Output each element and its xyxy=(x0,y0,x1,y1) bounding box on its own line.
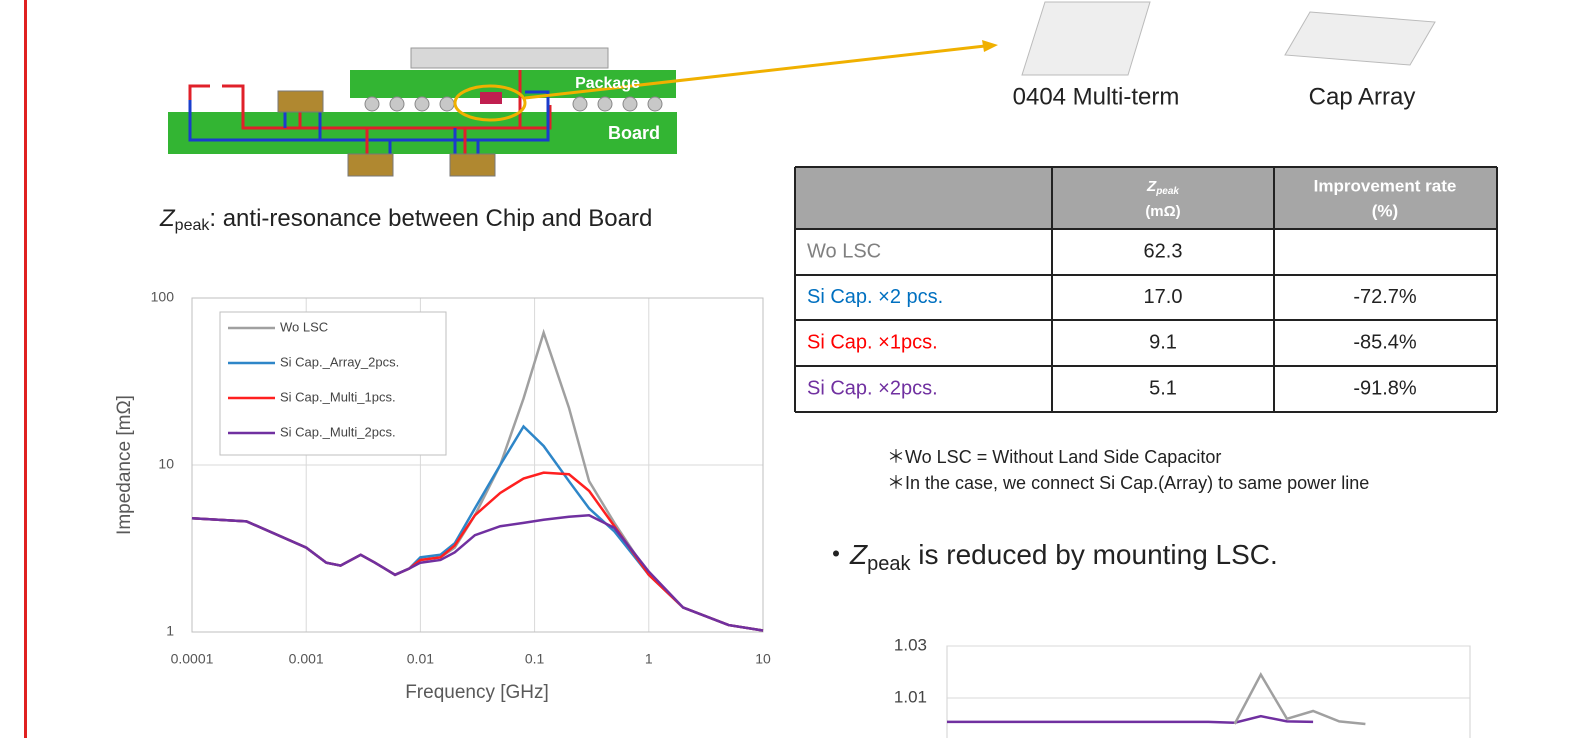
plot-frame xyxy=(947,646,1470,738)
table-header: (%) xyxy=(1372,201,1398,220)
legend-label: Wo LSC xyxy=(280,319,328,334)
cell: 5.1 xyxy=(1149,377,1177,399)
legend-label: Si Cap._Multi_1pcs. xyxy=(280,389,396,404)
row-label: Si Cap. ×2pcs. xyxy=(807,377,938,399)
legend-label: Si Cap._Multi_2pcs. xyxy=(280,424,396,439)
row-label: Si Cap. ×1pcs. xyxy=(807,331,938,353)
cell: 17.0 xyxy=(1144,286,1183,308)
part-label: Cap Array xyxy=(1309,83,1416,110)
series-line xyxy=(947,716,1313,723)
x-tick-label: 0.0001 xyxy=(171,651,214,667)
y-tick-label: 100 xyxy=(151,289,175,305)
note: ＊In the case, we connect Si Cap.(Array) … xyxy=(887,473,1369,493)
row-label: Si Cap. ×2 pcs. xyxy=(807,286,943,308)
cell: 62.3 xyxy=(1144,240,1183,262)
table-header: Improvement rate xyxy=(1314,176,1457,195)
package-label: Package xyxy=(575,75,640,92)
x-tick-label: 0.001 xyxy=(289,651,324,667)
caption: Zpeak: anti-resonance between Chip and B… xyxy=(159,205,652,234)
side-rule xyxy=(24,0,27,738)
legend-label: Si Cap._Array_2pcs. xyxy=(280,354,399,369)
y-axis-title: Impedance [mΩ] xyxy=(114,395,135,535)
x-tick-label: 0.01 xyxy=(407,651,434,667)
y-tick-label: 1.03 xyxy=(894,635,927,654)
x-tick-label: 1 xyxy=(645,651,653,667)
x-axis-title: Frequency [GHz] xyxy=(405,682,549,703)
header-text: peak xyxy=(1155,186,1179,197)
x-tick-label: 10 xyxy=(755,651,771,667)
series-line xyxy=(192,515,763,630)
part-label: 0404 Multi-term xyxy=(1013,83,1180,110)
note: ＊Wo LSC = Without Land Side Capacitor xyxy=(887,447,1221,467)
table-header: (mΩ) xyxy=(1145,203,1180,220)
cell: 9.1 xyxy=(1149,331,1177,353)
bullet: ・Zpeak is reduced by mounting LSC. xyxy=(822,539,1278,575)
series-line xyxy=(192,473,763,631)
board-label: Board xyxy=(608,123,660,143)
cell: -91.8% xyxy=(1353,377,1417,399)
package-diagram xyxy=(168,2,1435,176)
slide: Package Board 0404 Multi-term Cap Array … xyxy=(0,0,1591,738)
page: Package Board 0404 Multi-term Cap Array … xyxy=(0,0,1591,738)
row-label: Wo LSC xyxy=(807,240,881,262)
x-tick-label: 0.1 xyxy=(525,651,545,667)
y-tick-label: 10 xyxy=(158,456,174,472)
cell: -72.7% xyxy=(1353,286,1417,308)
y-tick-label: 1.01 xyxy=(894,687,927,706)
cell: -85.4% xyxy=(1353,331,1417,353)
y-tick-label: 1 xyxy=(166,623,174,639)
